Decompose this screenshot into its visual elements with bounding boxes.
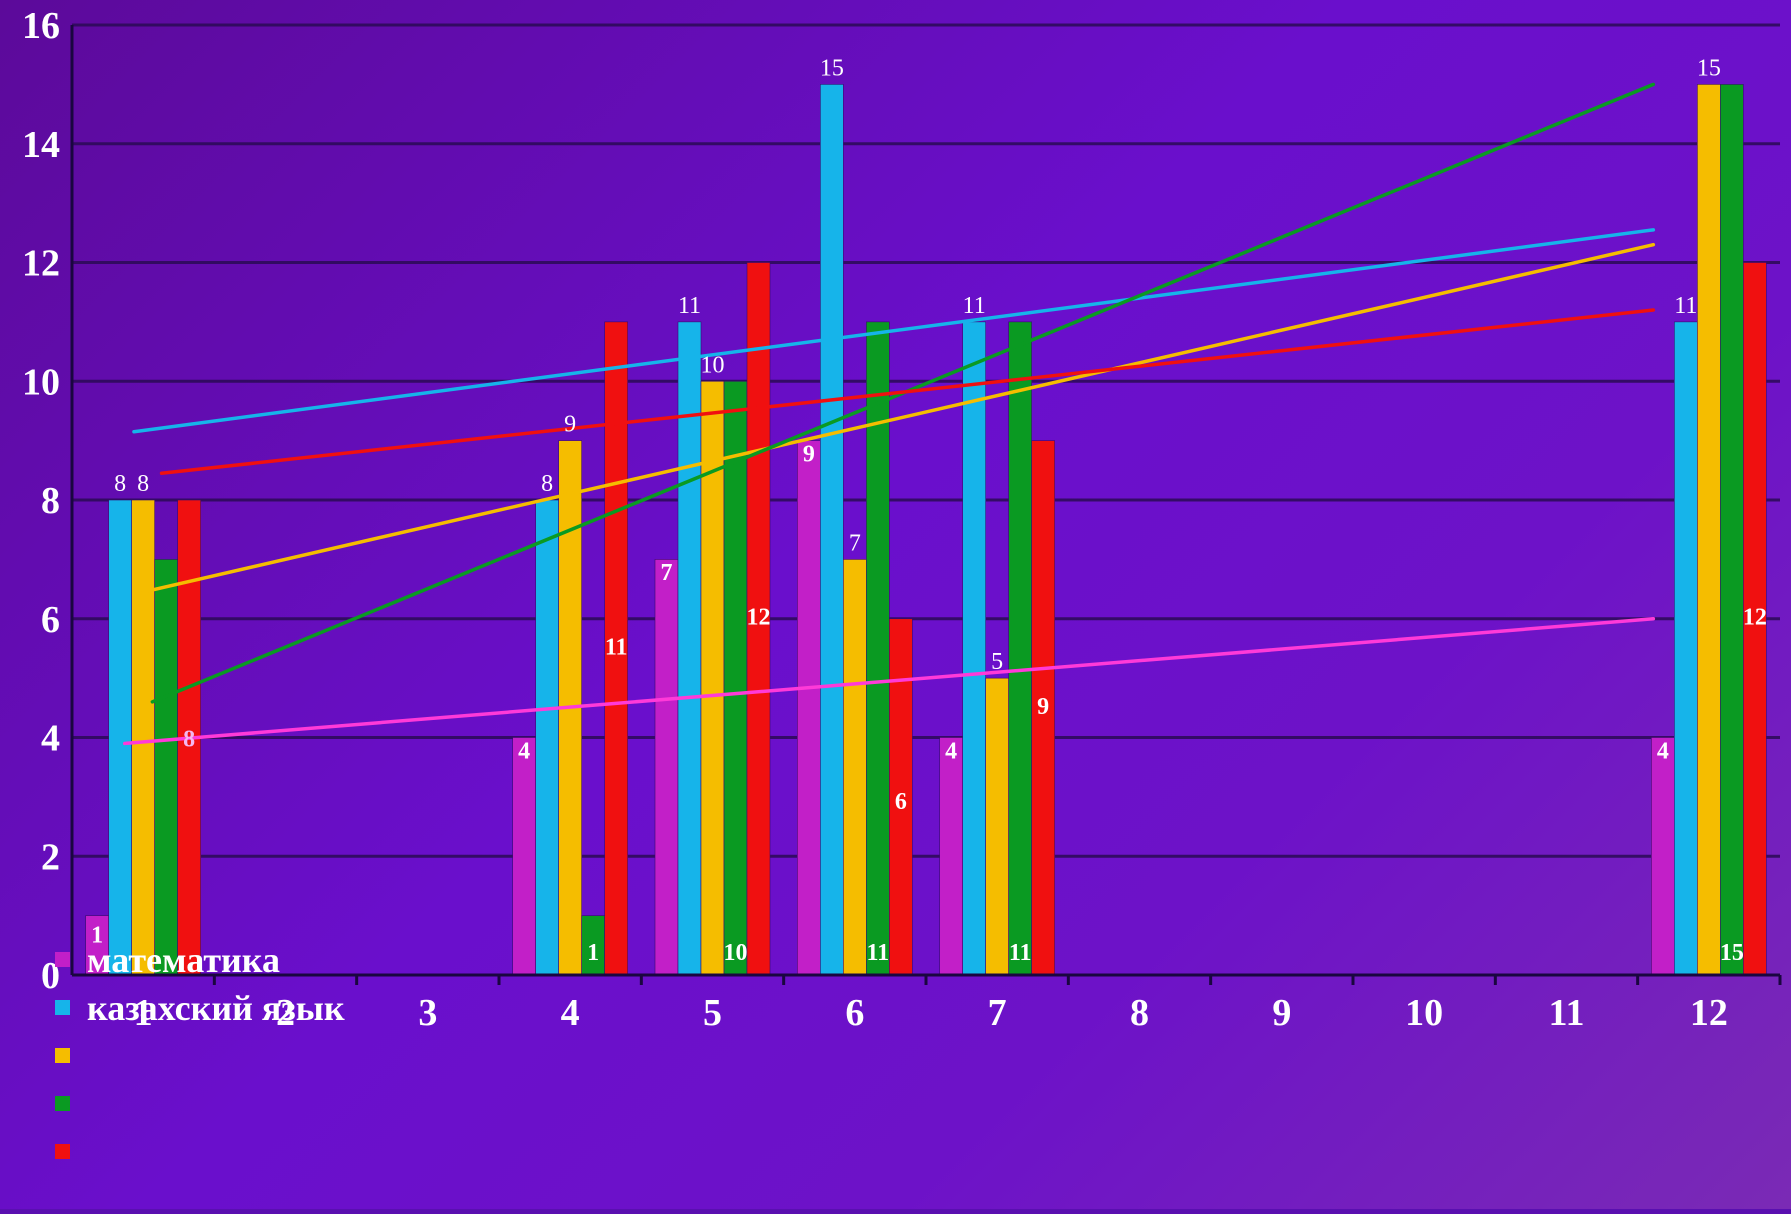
trend-line-series-4 <box>159 308 1656 476</box>
bar-series-1-cat-12 <box>1674 321 1698 976</box>
trend-line-series-0 <box>123 617 1656 746</box>
y-tick-label: 2 <box>41 836 60 878</box>
legend-swatch-4 <box>55 1144 70 1159</box>
x-tick-label: 1 <box>134 992 153 1034</box>
bar-series-3-cat-12 <box>1720 84 1744 976</box>
x-tick-label: 7 <box>988 992 1007 1034</box>
x-tick-label: 8 <box>1130 992 1149 1034</box>
y-tick-label: 16 <box>22 5 60 47</box>
bar-series-0-cat-4 <box>512 737 536 976</box>
data-label: 4 <box>1657 738 1669 764</box>
bars <box>85 84 1767 976</box>
bar-series-3-cat-1 <box>154 559 178 976</box>
bar-series-2-cat-7 <box>985 677 1009 976</box>
gridlines <box>72 23 1780 858</box>
data-label: 15 <box>1720 940 1744 966</box>
data-label: 9 <box>564 412 576 438</box>
data-label: 11 <box>678 293 701 319</box>
x-tick-label: 2 <box>276 992 295 1034</box>
data-label: 8 <box>183 726 195 752</box>
bar-series-3-cat-5 <box>723 380 748 976</box>
bar-series-0-cat-12 <box>1651 737 1675 976</box>
data-label: 11 <box>866 940 889 966</box>
data-label: 11 <box>1674 293 1697 319</box>
x-tick-label: 4 <box>561 992 580 1034</box>
bar-series-1-cat-7 <box>962 321 986 976</box>
x-tick-label: 9 <box>1272 992 1291 1034</box>
data-label: 11 <box>963 293 986 319</box>
data-label: 6 <box>895 789 907 815</box>
data-label: 1 <box>587 940 599 966</box>
data-label: 7 <box>661 560 673 586</box>
bar-series-0-cat-6 <box>797 440 821 976</box>
x-tick-label: 12 <box>1690 992 1728 1034</box>
bar-series-3-cat-7 <box>1008 321 1032 976</box>
data-label: 4 <box>945 738 957 764</box>
legend: математика казахский язык <box>55 940 345 1159</box>
x-tick-label: 5 <box>703 992 722 1034</box>
trend-lines <box>123 82 1656 746</box>
bar-series-1-cat-1 <box>108 499 132 976</box>
data-label: 10 <box>701 352 725 378</box>
data-label: 8 <box>114 471 126 497</box>
data-label: 11 <box>605 634 628 660</box>
data-label: 7 <box>849 530 861 556</box>
x-tick-label: 11 <box>1549 992 1585 1034</box>
bar-series-0-cat-7 <box>939 737 963 976</box>
data-label: 12 <box>1743 605 1767 631</box>
x-tick-label: 10 <box>1405 992 1443 1034</box>
y-tick-label: 8 <box>41 480 60 522</box>
data-label: 10 <box>724 940 748 966</box>
legend-swatch-1 <box>55 1000 70 1015</box>
x-tick-label: 3 <box>418 992 437 1034</box>
trend-line-series-1 <box>132 228 1656 434</box>
data-label: 9 <box>803 441 815 467</box>
y-tick-label: 10 <box>22 361 60 403</box>
bar-series-2-cat-12 <box>1697 84 1721 976</box>
trend-line-series-2 <box>141 242 1656 594</box>
data-labels: 18 88 489111711101012915711641151194111515… <box>91 55 1767 966</box>
bar-series-2-cat-6 <box>843 559 867 976</box>
y-tick-label: 14 <box>22 124 60 166</box>
data-label: 12 <box>747 605 771 631</box>
data-label: 4 <box>518 738 530 764</box>
bar-series-1-cat-5 <box>677 321 702 976</box>
y-tick-label: 6 <box>41 599 60 641</box>
bar-series-1-cat-4 <box>535 499 559 976</box>
legend-swatch-2 <box>55 1048 70 1063</box>
data-label: 15 <box>820 55 844 81</box>
legend-swatch-3 <box>55 1096 70 1111</box>
bar-series-2-cat-1 <box>131 499 155 976</box>
data-label: 1 <box>91 922 103 948</box>
data-label: 5 <box>991 649 1003 675</box>
legend-swatch-0 <box>55 952 70 967</box>
data-label: 11 <box>1009 940 1032 966</box>
bar-series-0-cat-5 <box>654 559 679 976</box>
legend-label-0: математика <box>87 940 280 980</box>
x-tick-label: 6 <box>845 992 864 1034</box>
data-label: 9 <box>1037 694 1049 720</box>
legend-label-1: казахский язык <box>87 988 345 1028</box>
data-label: 8 <box>137 471 149 497</box>
bar-series-1-cat-6 <box>820 84 844 976</box>
y-tick-label: 4 <box>41 718 60 760</box>
data-label: 15 <box>1697 55 1721 81</box>
y-tick-label: 12 <box>22 243 60 285</box>
data-label: 8 <box>541 471 553 497</box>
